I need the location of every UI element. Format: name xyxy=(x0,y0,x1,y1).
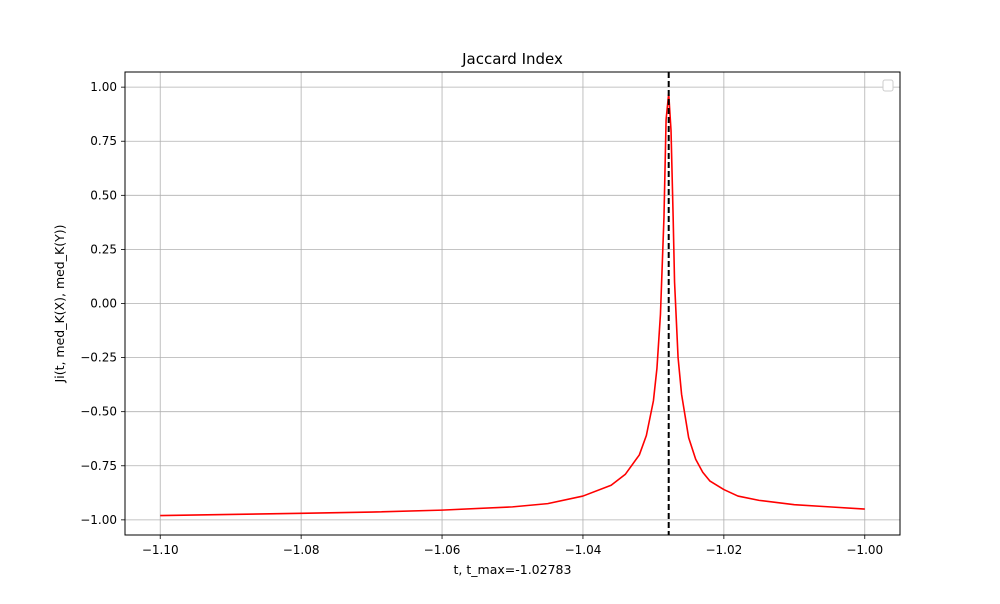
y-axis-ticks: 1.00 0.75 0.50 0.25 0.00 −0.25 −0.50 −0.75 −1.00 xyxy=(80,80,125,527)
legend-box xyxy=(882,79,894,92)
grid xyxy=(125,72,900,535)
y-tick-label: −0.50 xyxy=(80,405,117,419)
y-tick-label: 1.00 xyxy=(90,80,117,94)
chart-title: Jaccard Index xyxy=(461,50,563,68)
y-tick-label: 0.50 xyxy=(90,188,117,202)
x-axis-label: t, t_max=-1.02783 xyxy=(454,562,572,577)
y-tick-label: 0.25 xyxy=(90,242,117,256)
x-tick-label: −1.04 xyxy=(565,543,602,557)
y-tick-label: 0.00 xyxy=(90,297,117,311)
x-tick-label: −1.02 xyxy=(705,543,742,557)
x-tick-label: −1.10 xyxy=(142,543,179,557)
y-axis-label: Ji(t, med_K(X), med_K(Y)) xyxy=(52,225,67,384)
x-tick-label: −1.00 xyxy=(846,543,883,557)
y-tick-label: −0.25 xyxy=(80,351,117,365)
x-tick-label: −1.06 xyxy=(424,543,461,557)
x-tick-label: −1.08 xyxy=(283,543,320,557)
y-tick-label: 0.75 xyxy=(90,134,117,148)
y-tick-label: −1.00 xyxy=(80,513,117,527)
y-tick-label: −0.75 xyxy=(80,459,117,473)
x-axis-ticks: −1.10 −1.08 −1.06 −1.04 −1.02 −1.00 xyxy=(142,535,883,557)
series-line xyxy=(160,92,865,517)
series-layer xyxy=(160,92,865,517)
